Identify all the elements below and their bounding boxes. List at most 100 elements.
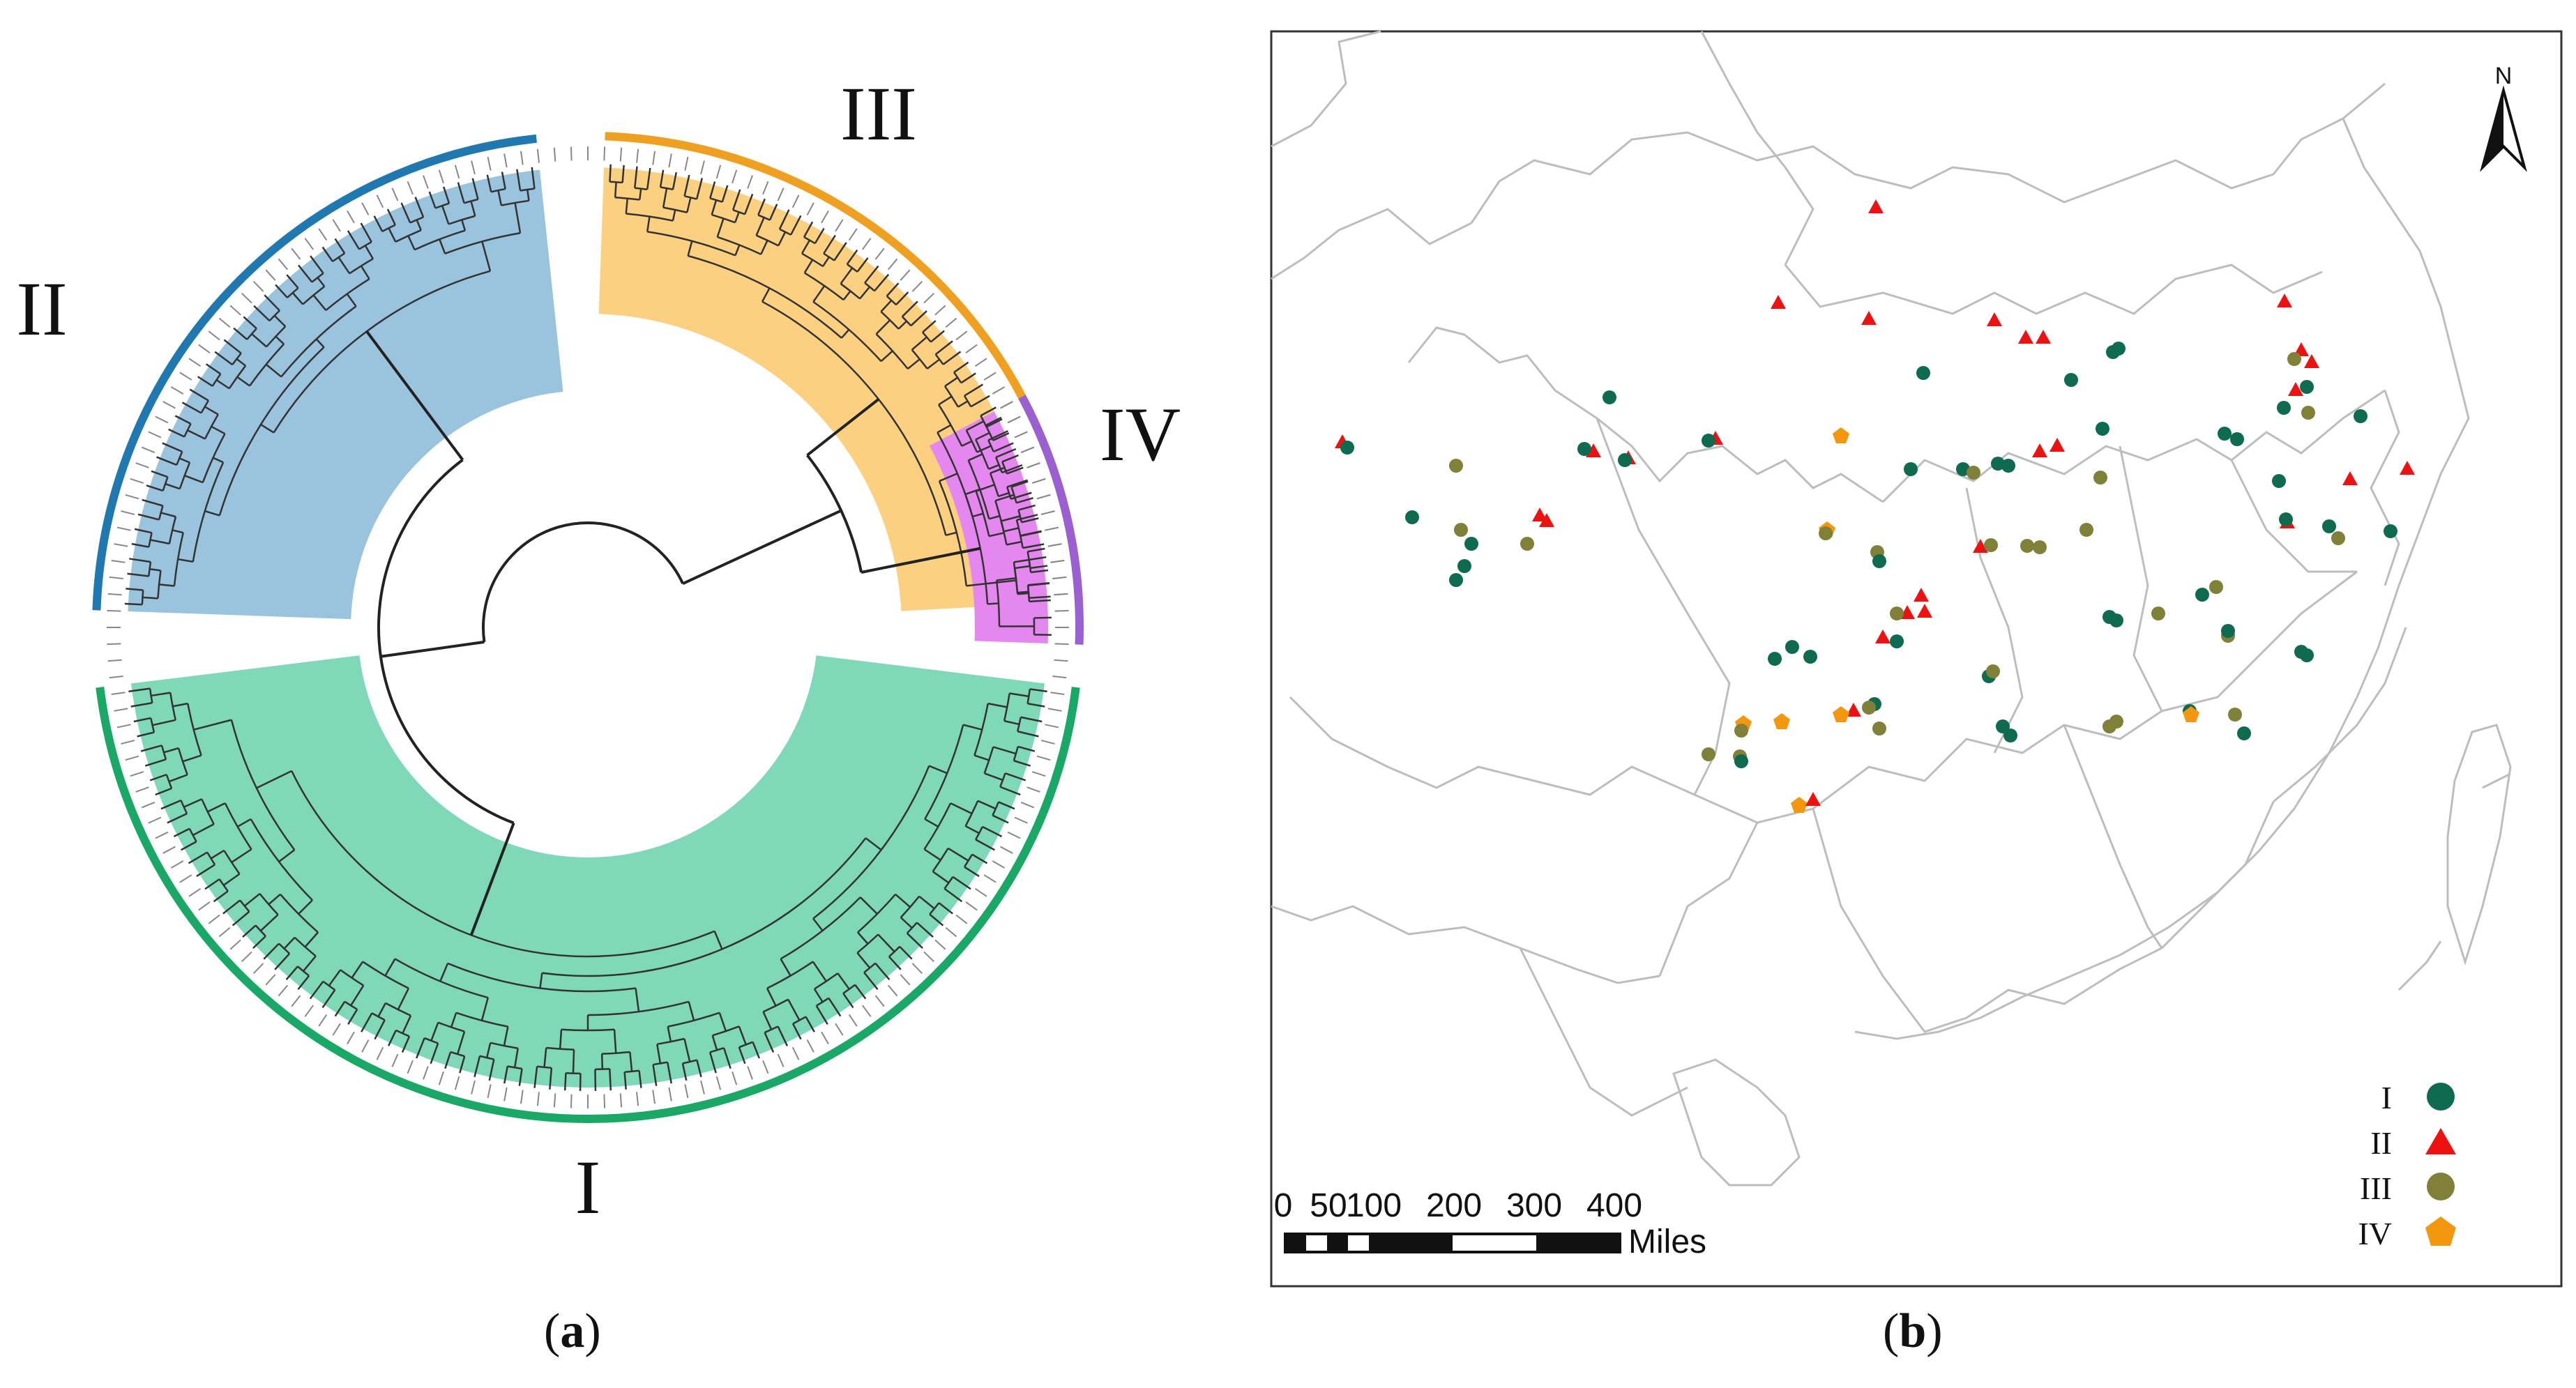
map-point-III — [2301, 406, 2315, 420]
map-point-II — [2036, 330, 2051, 344]
map-point-I — [2354, 409, 2367, 423]
map-point-I — [1603, 390, 1616, 404]
cluster-tree-I — [128, 687, 1047, 1091]
map-point-III — [2103, 719, 2116, 733]
map-point-III — [2093, 471, 2107, 485]
map-point-I — [2272, 474, 2286, 488]
map-point-III — [2079, 523, 2093, 537]
map-point-III — [2228, 708, 2242, 722]
map-point-I — [2001, 459, 2015, 473]
map-frame — [1270, 30, 2563, 1288]
map-point-IV — [2183, 706, 2199, 722]
cluster-sector-I — [130, 655, 1045, 1088]
map-point-I — [2237, 726, 2251, 740]
map-point-III — [1872, 722, 1886, 735]
caption-b-letter: b — [1899, 1304, 1927, 1358]
map-point-III — [1967, 466, 1980, 480]
scale-unit: Miles — [1628, 1223, 1706, 1260]
map-point-III — [1449, 459, 1463, 473]
map-point-II — [1586, 443, 1601, 457]
map-point-I — [1991, 457, 2005, 471]
scale-label-400: 400 — [1586, 1187, 1642, 1224]
legend-marker-IV — [2425, 1217, 2456, 1246]
map-point-I — [1785, 640, 1799, 654]
map-point-IV — [1773, 713, 1790, 729]
map-point-I — [1904, 462, 1918, 476]
map-point-II — [1914, 588, 1929, 602]
caption-a: (a) — [544, 1304, 601, 1358]
map-point-II — [2288, 382, 2303, 396]
map-point-I — [2279, 512, 2293, 526]
map-point-II — [1532, 508, 1547, 521]
map-point-I — [1340, 441, 1354, 455]
map-point-III — [1702, 747, 1715, 761]
map-point-I — [2096, 422, 2109, 436]
map-point-I — [1618, 453, 1632, 467]
cluster-arc-IV — [1018, 395, 1084, 645]
map-point-I — [1702, 434, 1715, 448]
legend-label-IV: IV — [2358, 1216, 2392, 1251]
caption-a-letter: a — [560, 1304, 585, 1358]
scale-label-100: 100 — [1346, 1187, 1402, 1224]
map-point-III — [2151, 607, 2165, 620]
map-points — [1335, 199, 2415, 813]
legend-marker-II — [2425, 1128, 2456, 1154]
map-point-I — [1803, 650, 1817, 664]
map-point-I — [1464, 537, 1478, 551]
north-arrow: N — [2480, 63, 2527, 172]
map-point-II — [1987, 312, 2002, 326]
map-point-III — [1520, 537, 1534, 551]
map-point-I — [1916, 366, 1930, 380]
legend: I II III IV — [2358, 1080, 2456, 1251]
map-point-I — [2112, 342, 2126, 356]
map-point-III — [1984, 538, 1998, 552]
cluster-arc-II — [92, 134, 537, 611]
map-point-III — [1890, 607, 1904, 620]
scale-label-50: 50 — [1310, 1187, 1347, 1224]
legend-label-II: II — [2370, 1125, 2392, 1161]
map-point-III — [2331, 531, 2345, 545]
map-panel: N 0 50 100 200 300 400 Miles I II III — [1270, 30, 2563, 1288]
scale-label-200: 200 — [1426, 1187, 1482, 1224]
map-point-II — [2294, 342, 2309, 356]
map-point-I — [1449, 573, 1463, 587]
cluster-label-III: III — [840, 71, 917, 156]
map-point-I — [2218, 427, 2232, 441]
cluster-label-II: II — [16, 266, 67, 351]
map-point-I — [1405, 510, 1419, 524]
map-point-III — [1862, 701, 1876, 715]
map-point-I — [1872, 554, 1886, 568]
map-point-II — [2050, 438, 2065, 452]
map-point-I — [1768, 652, 1782, 666]
map-point-II — [1973, 539, 1988, 553]
map-point-I — [2064, 373, 2078, 387]
scale-label-0: 0 — [1274, 1187, 1293, 1224]
map-point-I — [2221, 624, 2235, 638]
map-point-I — [2195, 588, 2209, 602]
cluster-arc-I — [96, 687, 1080, 1123]
north-label: N — [2495, 63, 2513, 89]
map-point-II — [1771, 295, 1786, 309]
map-point-II — [1539, 513, 1554, 527]
map-point-I — [1577, 442, 1591, 456]
province-borders — [1271, 30, 2512, 1187]
map-point-II — [2277, 293, 2292, 307]
dendrogram-tree — [107, 146, 1069, 1108]
scale-label-300: 300 — [1506, 1187, 1562, 1224]
map-point-III — [2209, 580, 2223, 594]
map-point-III — [1819, 526, 1833, 540]
map-point-III — [1454, 523, 1468, 537]
cluster-sectors — [92, 132, 1084, 1123]
cluster-label-IV: IV — [1100, 392, 1181, 477]
map-point-II — [2018, 330, 2033, 344]
map-point-I — [2230, 432, 2244, 446]
map-point-II — [2342, 471, 2358, 485]
legend-label-I: I — [2381, 1080, 2392, 1115]
map-point-III — [2033, 540, 2047, 554]
legend-marker-III — [2427, 1173, 2455, 1200]
map-point-I — [2277, 401, 2291, 415]
map-point-IV — [1833, 706, 1849, 722]
map-point-II — [1917, 604, 1932, 618]
legend-marker-I — [2427, 1083, 2455, 1111]
map-point-I — [2384, 524, 2397, 538]
